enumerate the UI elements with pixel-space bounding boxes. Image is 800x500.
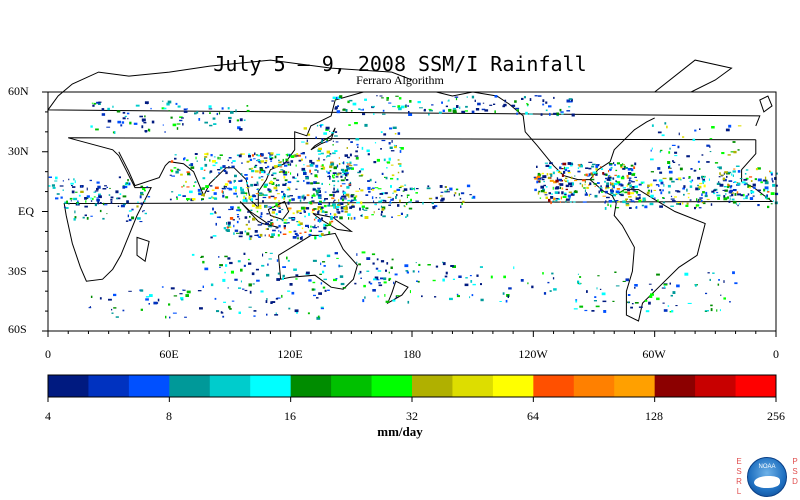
colorbar-tick-64: 64 [527, 409, 539, 423]
colorbar-swatch-9 [412, 375, 453, 397]
lat-label-eq: EQ [18, 204, 34, 218]
colorbar-swatch-5 [250, 375, 292, 397]
colorbar-swatch-14 [614, 375, 656, 397]
colorbar-swatch-16 [695, 375, 737, 397]
lon-label-60e: 60E [159, 347, 179, 361]
colorbar-swatch-7 [331, 375, 373, 397]
lon-label-120w: 120W [518, 347, 548, 361]
colorbar-swatch-10 [452, 375, 494, 397]
lon-label-60w: 60W [642, 347, 666, 361]
colorbar-swatch-12 [533, 375, 575, 397]
map-subtitle: Ferraro Algorithm [356, 73, 444, 87]
colorbar-tick-16: 16 [284, 409, 296, 423]
lat-label-30s: 30S [8, 264, 27, 278]
lon-label-0-left: 0 [45, 347, 51, 361]
colorbar-swatch-8 [371, 375, 413, 397]
colorbar-swatch-2 [128, 375, 170, 397]
esrl-psd-noaa-logo: E S R L NOAA P S D [735, 455, 799, 499]
lon-label-180: 180 [403, 347, 421, 361]
esrl-letters: E S R L [736, 457, 742, 496]
map-title: July 5 – 9, 2008 SSM/I Rainfall [213, 52, 587, 76]
lon-label-120e: 120E [277, 347, 303, 361]
colorbar [47, 374, 777, 402]
colorbar-swatch-15 [654, 375, 696, 397]
colorbar-units: mm/day [377, 424, 423, 439]
colorbar-tick-32: 32 [406, 409, 418, 423]
lat-label-60s: 60S [8, 322, 27, 336]
colorbar-swatch-17 [735, 375, 777, 397]
colorbar-swatch-13 [573, 375, 615, 397]
colorbar-tick-256: 256 [767, 409, 785, 423]
colorbar-tick-8: 8 [166, 409, 172, 423]
colorbar-swatch-6 [290, 375, 332, 397]
noaa-emblem: NOAA [747, 457, 787, 497]
colorbar-swatch-1 [88, 375, 130, 397]
colorbar-swatch-4 [209, 375, 251, 397]
colorbar-swatch-3 [169, 375, 211, 397]
lat-label-60n: 60N [8, 84, 29, 98]
longitude-ticks [47, 331, 777, 337]
latitude-ticks [42, 91, 48, 332]
lon-label-0-right: 0 [773, 347, 779, 361]
colorbar-tick-128: 128 [645, 409, 663, 423]
rainfall-cells [48, 95, 779, 320]
colorbar-swatch-11 [492, 375, 534, 397]
colorbar-tick-4: 4 [45, 409, 51, 423]
lat-label-30n: 30N [8, 144, 29, 158]
psd-letters: P S D [792, 457, 798, 486]
colorbar-swatch-0 [48, 375, 89, 397]
